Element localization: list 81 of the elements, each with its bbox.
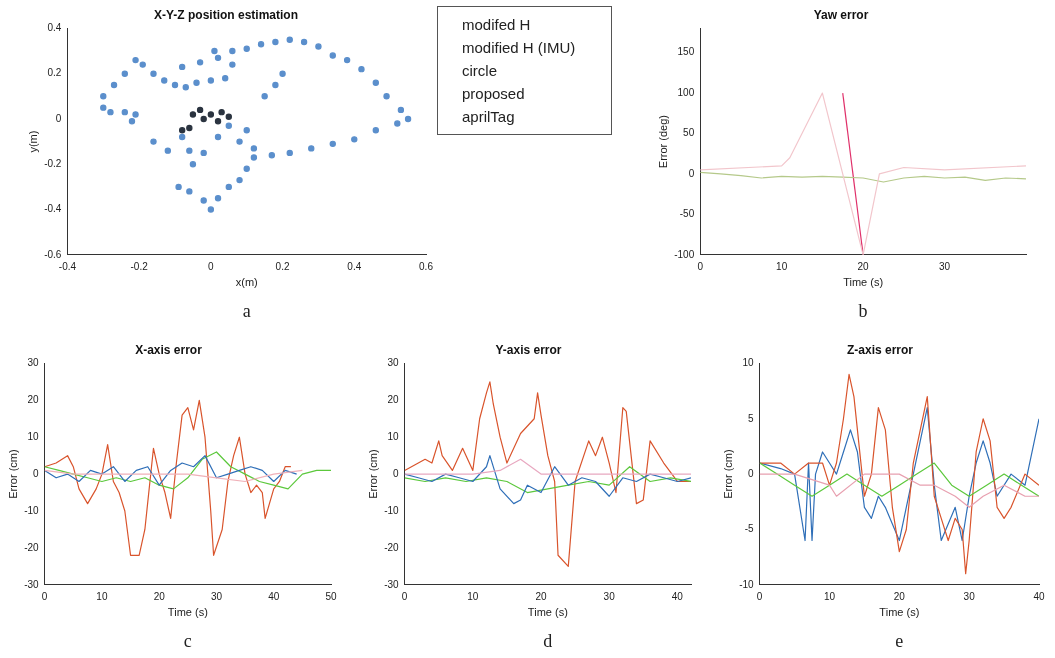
y-tick-label: -10 xyxy=(739,578,755,590)
text: c xyxy=(183,630,192,651)
y-tick-label: 0 xyxy=(33,467,40,479)
x-axis-title: Time (s) xyxy=(843,276,884,289)
y-tick-label: 20 xyxy=(27,394,40,406)
y-tick-label: 10 xyxy=(742,357,755,369)
y-tick-label: -30 xyxy=(384,578,400,590)
x-tick-label: 20 xyxy=(857,260,870,272)
y-axis-title: Error (cm) xyxy=(366,449,379,499)
y-tick-label: 50 xyxy=(683,127,695,139)
y-axis-title: Error (deg) xyxy=(656,115,669,169)
y-tick-label: 0.2 xyxy=(47,67,62,79)
x-tick-label: 10 xyxy=(776,260,788,272)
y-tick-label: 150 xyxy=(677,46,695,58)
y-tick-label: -0.2 xyxy=(44,157,62,169)
y-tick-label: 0.4 xyxy=(47,22,62,34)
y-tick-label: 100 xyxy=(677,86,695,98)
x-tick-label: 10 xyxy=(96,590,108,602)
y-axis-title: Error (cm) xyxy=(721,449,734,499)
x-tick-label: 30 xyxy=(210,590,223,602)
x-tick-label: 0.6 xyxy=(419,260,434,272)
text: b xyxy=(858,300,868,321)
x-tick-label: 40 xyxy=(1033,590,1045,602)
y-tick-label: -0.6 xyxy=(44,248,62,260)
y-tick-label: -100 xyxy=(674,248,695,260)
y-tick-label: 30 xyxy=(27,357,40,369)
text: d xyxy=(543,630,553,651)
y-tick-label: 5 xyxy=(748,412,755,424)
x-tick-label: 0.2 xyxy=(275,260,290,272)
y-tick-label: -50 xyxy=(679,208,695,220)
x-axis-title: Time (s) xyxy=(527,606,568,619)
text: proposed xyxy=(462,84,526,104)
x-tick-label: 30 xyxy=(603,590,616,602)
x-tick-label: 0 xyxy=(208,260,215,272)
x-tick-label: 20 xyxy=(893,590,906,602)
chart-title: Yaw error xyxy=(813,7,869,22)
y-axis-title: Error (cm) xyxy=(6,449,19,499)
x-tick-label: 20 xyxy=(153,590,166,602)
x-tick-label: 0 xyxy=(697,260,704,272)
text: modifed H xyxy=(462,15,532,35)
x-tick-label: 0.4 xyxy=(347,260,362,272)
text: circle xyxy=(462,61,498,81)
y-tick-label: 0 xyxy=(393,467,400,479)
x-tick-label: 0 xyxy=(401,590,408,602)
y-tick-label: -20 xyxy=(24,541,40,553)
y-tick-label: 10 xyxy=(27,430,40,442)
text: modified H (IMU) xyxy=(462,38,577,58)
x-tick-label: 30 xyxy=(938,260,951,272)
chart-title: X-axis error xyxy=(135,342,203,357)
text: a xyxy=(242,300,251,321)
y-tick-label: -0.4 xyxy=(44,203,62,215)
y-tick-label: 0 xyxy=(688,167,695,179)
chart-title: Y-axis error xyxy=(495,342,562,357)
y-tick-label: -10 xyxy=(24,504,40,516)
y-tick-label: 10 xyxy=(387,430,400,442)
text: aprilTag xyxy=(462,107,516,127)
y-tick-label: 30 xyxy=(387,357,400,369)
x-tick-label: 40 xyxy=(671,590,684,602)
y-tick-label: -30 xyxy=(24,578,40,590)
x-axis-title: Time (s) xyxy=(167,606,208,619)
x-tick-label: 0 xyxy=(756,590,763,602)
text: e xyxy=(895,630,904,651)
y-tick-label: 0 xyxy=(748,467,755,479)
y-tick-label: 0 xyxy=(55,112,62,124)
y-axis-title: y(m) xyxy=(26,130,39,153)
y-tick-label: -20 xyxy=(384,541,400,553)
x-axis-title: Time (s) xyxy=(879,606,920,619)
x-tick-label: 20 xyxy=(535,590,548,602)
y-tick-label: 20 xyxy=(387,394,400,406)
x-tick-label: 30 xyxy=(963,590,976,602)
x-axis-title: x(m) xyxy=(235,276,258,289)
x-tick-label: -0.4 xyxy=(58,260,77,272)
x-tick-label: 50 xyxy=(325,590,337,602)
x-tick-label: 10 xyxy=(467,590,479,602)
y-tick-label: -5 xyxy=(744,523,755,535)
y-tick-label: -10 xyxy=(384,504,400,516)
x-tick-label: 40 xyxy=(268,590,280,602)
chart-title: Z-axis error xyxy=(846,342,914,357)
chart-title: X-Y-Z position estimation xyxy=(153,7,299,22)
x-tick-label: -0.2 xyxy=(130,260,149,272)
x-tick-label: 10 xyxy=(823,590,836,602)
